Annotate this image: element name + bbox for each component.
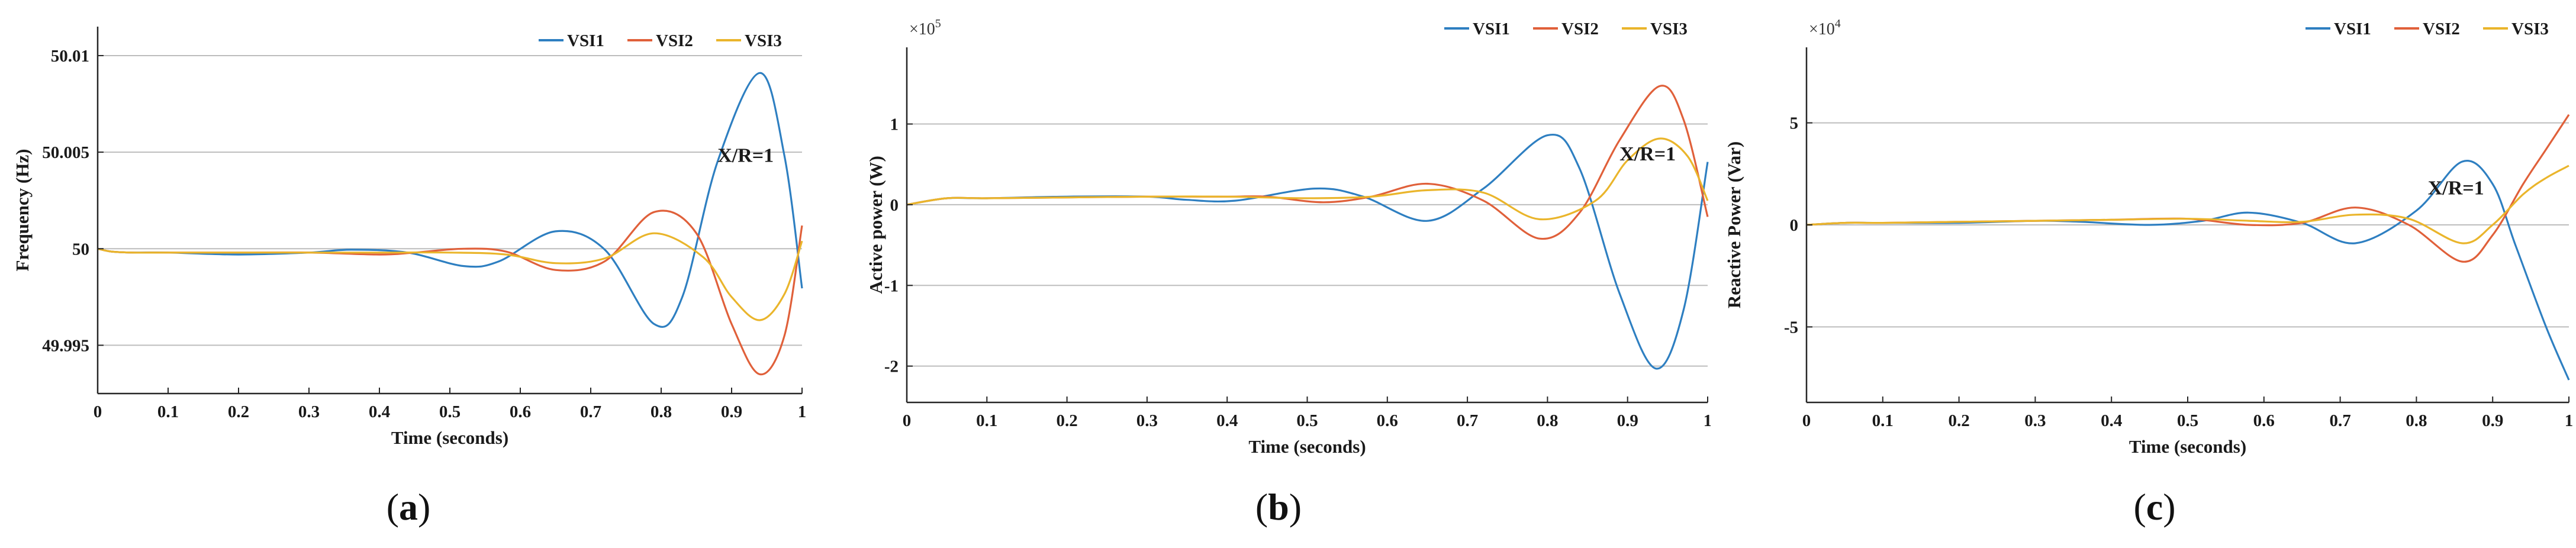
x-tick-label: 0.4: [369, 402, 390, 421]
series-line-vsi3: [906, 137, 1709, 221]
x-tick-label: 0.6: [510, 402, 531, 421]
x-tick-label: 0.5: [1296, 411, 1318, 430]
x-tick-label: 0.5: [439, 402, 461, 421]
annotation-xr: X/R=1: [717, 144, 774, 166]
x-tick-label: 0.4: [2101, 411, 2122, 430]
series-line-vsi3: [97, 232, 803, 321]
legend-label-vsi3: VSI3: [1650, 20, 1688, 38]
chart-c-svg: 0 0.1 0.2 0.3 0.4 0.5 0.6 0.7 0.8 0.9 1 -5 0 5 Time (s…: [1724, 17, 2574, 457]
y-tick-label: -2: [884, 357, 899, 376]
x-axis-label: Time (seconds): [1248, 436, 1366, 457]
y-tick-label: 50.005: [42, 143, 89, 162]
x-tick-label: 0.1: [976, 411, 997, 430]
x-axis-label: Time (seconds): [391, 427, 508, 448]
x-tick-label: 1: [798, 402, 807, 421]
x-tick-label: 0.1: [157, 402, 179, 421]
x-tick-label: 0: [903, 411, 912, 430]
x-tick-label: 0.7: [1457, 411, 1478, 430]
annotation-xr: X/R=1: [2428, 177, 2484, 199]
caption-a: (a): [386, 486, 431, 528]
y-axis-label: Frequency (Hz): [12, 149, 33, 272]
series-line-vsi3: [1806, 165, 2569, 244]
x-tick-label: 0.3: [298, 402, 320, 421]
legend-label-vsi2: VSI2: [2423, 20, 2460, 38]
x-tick-label: 0.1: [1872, 411, 1894, 430]
x-tick-label: 0.7: [2329, 411, 2350, 430]
x-tick-label: 0.8: [1537, 411, 1558, 430]
y-axis-label: Active power (W): [865, 156, 886, 294]
legend-label-vsi3: VSI3: [2511, 20, 2549, 38]
x-axis-label: Time (seconds): [2129, 436, 2246, 457]
chart-panel-a: 0 0.1 0.2 0.3 0.4 0.5 0.6 0.7 0.8 0.9 1 49.995 50 50.…: [0, 0, 852, 476]
x-tick-label: 0.2: [1948, 411, 1969, 430]
chart-a-svg: 0 0.1 0.2 0.3 0.4 0.5 0.6 0.7 0.8 0.9 1 49.995 50 50.…: [12, 27, 807, 448]
x-tick-label: 0.2: [228, 402, 249, 421]
chart-panel-c: 0 0.1 0.2 0.3 0.4 0.5 0.6 0.7 0.8 0.9 1 -5 0 5 Time (s…: [1717, 0, 2576, 476]
x-tick-label: 0.9: [2482, 411, 2503, 430]
x-tick-label: 0.6: [1377, 411, 1398, 430]
x-tick-label: 0.9: [1617, 411, 1638, 430]
legend-label-vsi1: VSI1: [2334, 20, 2371, 38]
chart-b-svg: 0 0.1 0.2 0.3 0.4 0.5 0.6 0.7 0.8 0.9 1 -2 -1 0 1 Time …: [865, 17, 1712, 457]
axis-exponent: ×104: [1809, 17, 1841, 38]
y-tick-label: 1: [890, 115, 899, 134]
y-tick-label: 50.01: [51, 47, 89, 66]
x-tick-label: 0.3: [2024, 411, 2046, 430]
x-tick-label: 0.9: [721, 402, 742, 421]
series-line-vsi1: [906, 134, 1709, 370]
y-tick-label: -1: [884, 276, 899, 295]
chart-panel-b: 0 0.1 0.2 0.3 0.4 0.5 0.6 0.7 0.8 0.9 1 -2 -1 0 1 Time …: [858, 0, 1712, 476]
series-line-vsi2: [906, 85, 1709, 240]
legend-label-vsi1: VSI1: [567, 31, 604, 50]
x-tick-label: 0.8: [651, 402, 672, 421]
x-tick-label: 0.6: [2253, 411, 2275, 430]
legend-label-vsi2: VSI2: [1561, 20, 1599, 38]
x-tick-label: 0.2: [1056, 411, 1077, 430]
x-tick-label: 0.3: [1136, 411, 1158, 430]
x-tick-label: 0: [1802, 411, 1811, 430]
x-tick-label: 0.7: [580, 402, 601, 421]
legend-label-vsi1: VSI1: [1473, 20, 1510, 38]
x-tick-label: 1: [2565, 411, 2574, 430]
x-tick-label: 0: [94, 402, 102, 421]
y-tick-label: 0: [890, 196, 899, 215]
legend-label-vsi3: VSI3: [745, 31, 782, 50]
y-axis-label: Reactive Power (Var): [1724, 141, 1744, 308]
x-tick-label: 0.4: [1216, 411, 1238, 430]
series-line-vsi2: [97, 209, 803, 376]
x-tick-label: 0.8: [2406, 411, 2427, 430]
caption-c: (c): [2133, 486, 2176, 528]
y-tick-label: 0: [1790, 216, 1799, 235]
caption-b: (b): [1255, 486, 1302, 528]
legend-label-vsi2: VSI2: [656, 31, 693, 50]
y-tick-label: -5: [1784, 318, 1798, 337]
axis-exponent: ×105: [909, 17, 941, 38]
y-tick-label: 5: [1790, 114, 1799, 133]
series-line-vsi1: [97, 72, 803, 328]
y-tick-label: 50: [72, 240, 89, 259]
annotation-xr: X/R=1: [1619, 143, 1676, 165]
y-tick-label: 49.995: [42, 336, 89, 355]
x-tick-label: 1: [1704, 411, 1711, 430]
x-tick-label: 0.5: [2177, 411, 2198, 430]
